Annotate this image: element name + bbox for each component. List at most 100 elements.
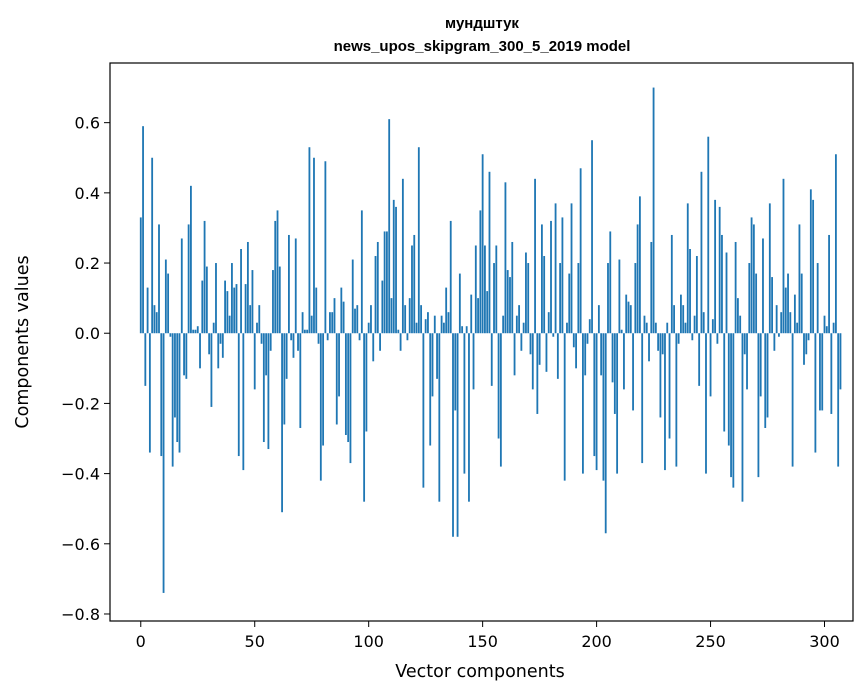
bar-185 [561,217,564,334]
bar-273 [762,238,764,334]
bar-100 [367,322,370,334]
bar-223 [648,333,650,362]
bar-255 [721,234,723,334]
bar-91 [347,333,350,443]
bar-93 [351,259,354,334]
bar-276 [768,203,771,334]
bar-118 [408,298,411,334]
bar-112 [395,206,397,334]
bar-279 [775,305,778,334]
x-tick-label: 0 [136,632,146,651]
x-tick-label: 100 [353,632,384,651]
bar-157 [497,333,500,439]
bar-258 [727,333,730,446]
bar-299 [821,333,824,411]
bar-210 [618,259,621,334]
bar-87 [338,333,340,397]
plot-frame [109,62,854,622]
x-tick-label: 300 [809,632,840,651]
bar-96 [358,333,361,341]
bar-77 [315,287,318,334]
bar-145 [470,294,473,334]
bar-164 [513,333,516,376]
bar-263 [739,315,742,334]
bar-217 [634,263,637,334]
bar-44 [240,249,242,334]
bar-67 [292,333,295,358]
bar-99 [365,333,368,432]
bar-50 [253,333,256,390]
bar-31 [210,333,213,407]
bar-195 [584,333,587,376]
bar-179 [547,312,550,334]
bar-128 [431,333,434,397]
bar-57 [269,333,272,351]
bar-104 [376,241,379,334]
bar-192 [577,263,580,334]
bar-68 [294,238,297,334]
bar-34 [217,333,220,369]
bar-38 [226,291,229,334]
bar-232 [668,333,671,439]
bar-80 [322,333,325,446]
bar-7 [155,312,158,334]
bar-266 [746,333,748,390]
bar-241 [689,249,691,334]
bar-290 [800,273,803,334]
bar-60 [276,210,279,334]
bar-55 [265,333,268,376]
bar-293 [807,333,810,341]
bar-188 [568,273,571,334]
bar-288 [796,322,799,334]
bar-209 [616,333,619,474]
bar-200 [595,333,598,471]
bar-62 [281,333,283,513]
bar-155 [493,263,495,334]
bar-26 [199,333,201,369]
bar-78 [317,333,320,344]
bar-278 [773,333,776,351]
bar-122 [417,147,420,334]
bar-123 [420,305,423,334]
bar-182 [554,203,557,334]
bar-140 [458,273,461,334]
bar-71 [301,312,304,334]
bar-116 [404,305,407,334]
bar-136 [449,220,452,334]
bar-101 [370,305,372,334]
bar-74 [308,147,311,334]
bar-139 [456,333,459,537]
bar-222 [645,322,648,334]
bar-132 [440,315,443,334]
bar-184 [559,263,562,334]
bar-30 [208,333,211,355]
bar-162 [509,277,511,334]
bar-79 [319,333,322,481]
bar-250 [709,333,712,397]
bar-76 [313,157,315,334]
bar-226 [654,322,657,334]
bar-48 [249,305,252,334]
bar-109 [388,119,391,334]
bar-213 [625,294,628,334]
bar-84 [331,312,334,334]
bar-248 [705,333,707,474]
bar-300 [823,315,826,334]
bar-254 [718,206,721,334]
bar-series [139,87,842,593]
bar-177 [543,256,546,334]
bar-14 [171,333,174,467]
bar-284 [787,273,789,334]
bar-264 [741,333,744,502]
x-tick-label: 50 [245,632,265,651]
bar-88 [340,287,343,334]
bar-5 [151,157,154,334]
bar-204 [604,333,607,534]
bar-28 [203,220,206,334]
bar-65 [288,234,290,334]
bar-206 [609,231,612,334]
bar-66 [290,333,293,341]
bar-287 [793,294,796,334]
bar-272 [759,333,762,397]
bar-208 [613,333,616,414]
